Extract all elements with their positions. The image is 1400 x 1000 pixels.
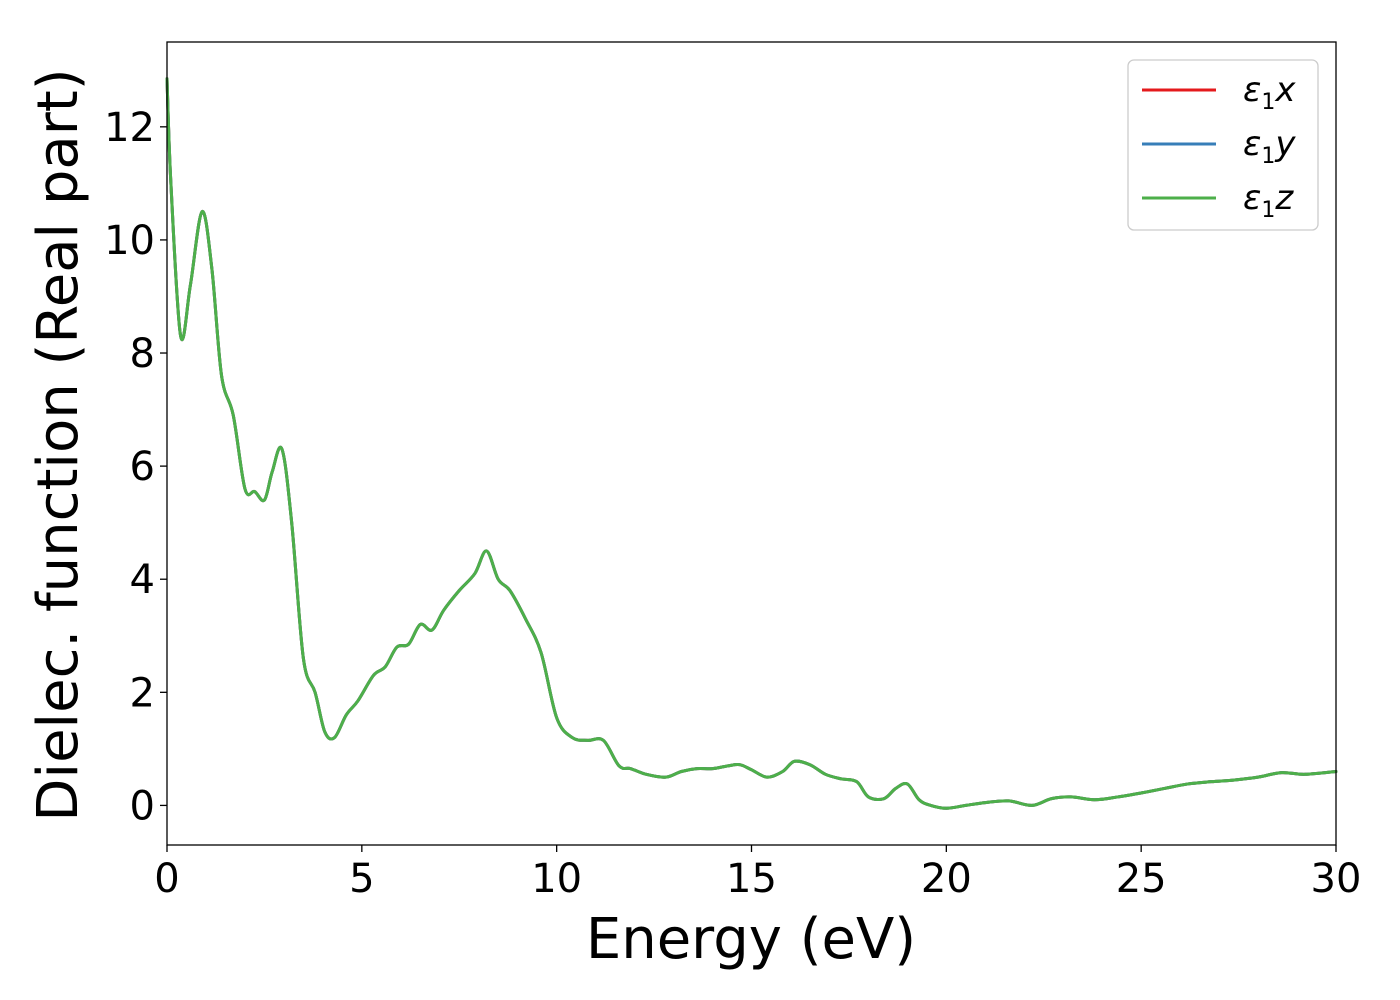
legend-entries: ε1x ε1y ε1z <box>1142 70 1296 223</box>
series-line-z <box>165 77 1338 810</box>
legend-label-x: ε1x <box>1243 70 1296 115</box>
legend-label-y: ε1y <box>1243 124 1296 169</box>
y-tick-label: 12 <box>104 105 155 151</box>
y-tick-label: 2 <box>130 670 155 716</box>
y-tick-label: 0 <box>130 783 155 829</box>
x-tick-label: 10 <box>531 856 582 902</box>
y-axis-label: Dielec. function (Real part) <box>26 68 91 821</box>
x-tick-label: 15 <box>726 856 777 902</box>
series-layer <box>165 77 1338 810</box>
y-tick-label: 6 <box>130 444 155 490</box>
x-axis-ticks: 0 5 10 15 20 25 30 <box>154 845 1361 902</box>
y-tick-label: 10 <box>104 218 155 264</box>
x-axis-label: Energy (eV) <box>586 907 916 972</box>
x-tick-label: 5 <box>349 856 374 902</box>
legend: ε1x ε1y ε1z <box>1127 59 1319 231</box>
y-tick-label: 4 <box>130 557 155 603</box>
legend-label-z: ε1z <box>1243 178 1294 223</box>
x-tick-label: 30 <box>1311 856 1362 902</box>
x-tick-label: 20 <box>921 856 972 902</box>
x-tick-label: 0 <box>154 856 179 902</box>
y-tick-label: 8 <box>130 331 155 377</box>
legend-box <box>1127 59 1319 231</box>
x-tick-label: 25 <box>1116 856 1167 902</box>
y-axis-ticks: 0 2 4 6 8 10 12 <box>104 105 167 829</box>
